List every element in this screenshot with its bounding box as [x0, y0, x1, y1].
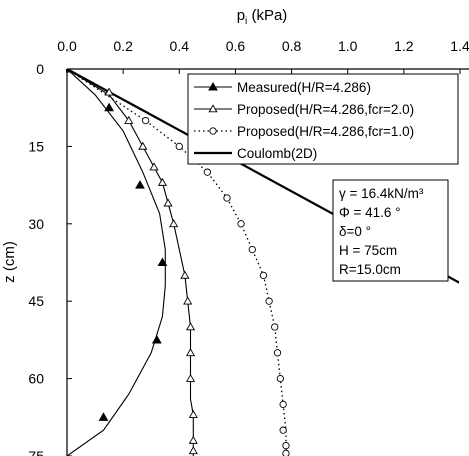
- y-axis-title: z (cm): [1, 241, 18, 283]
- legend-label: Proposed(H/R=4.286,fcr=1.0): [237, 124, 414, 139]
- y-tick-label: 60: [28, 371, 44, 387]
- parameter-box: γ = 16.4kN/m³ Φ = 41.6 ° δ=0 ° H = 75cm R=15…: [332, 179, 449, 282]
- legend-box: [187, 73, 459, 165]
- x-tick-label: 1.4: [450, 38, 469, 54]
- data-point: [248, 245, 256, 254]
- data-point: [279, 426, 287, 434]
- series-group: [66, 69, 459, 456]
- data-point: [180, 270, 190, 279]
- data-point: [208, 104, 218, 113]
- data-point: [138, 141, 148, 150]
- x-tick-label: 1.0: [338, 38, 358, 54]
- data-point: [185, 322, 196, 331]
- parameter-box-frame: [332, 179, 449, 282]
- data-point: [183, 296, 193, 305]
- data-point: [151, 334, 162, 344]
- legend-label: Coulomb(2D): [237, 146, 317, 161]
- series-line: [66, 69, 166, 456]
- data-point: [282, 449, 290, 456]
- x-tick-label: 0.0: [57, 38, 77, 54]
- data-point: [282, 442, 290, 450]
- legend: Measured(H/R=4.286) Proposed(H/R=4.286,fc…: [187, 73, 459, 165]
- series-0: [66, 69, 168, 456]
- series-line: [66, 69, 194, 456]
- data-point: [188, 446, 198, 455]
- data-point: [104, 102, 114, 112]
- series-1: [66, 69, 198, 456]
- data-point: [265, 297, 273, 305]
- axes: 0.0 0.2 0.4 0.6 0.8 1.0 1.2 1.4 0 15 30 45 60 75 pi (k…: [1, 7, 469, 456]
- x-tick-label: 0.2: [113, 38, 133, 54]
- data-point: [185, 348, 196, 357]
- x-tick-label: 0.6: [226, 38, 246, 54]
- parameter-text: Φ = 41.6 °: [339, 205, 401, 220]
- y-tick-label: 45: [28, 293, 44, 309]
- data-point: [169, 219, 179, 228]
- data-point: [208, 81, 218, 91]
- data-point: [276, 374, 284, 383]
- data-point: [185, 373, 196, 382]
- x-tick-label: 0.8: [282, 38, 302, 54]
- data-point: [279, 400, 287, 409]
- data-point: [149, 162, 159, 171]
- origin-point: [66, 69, 70, 72]
- parameter-text: H = 75cm: [339, 243, 397, 258]
- x-tick-label: 1.2: [394, 38, 414, 54]
- data-point: [237, 220, 245, 228]
- data-point: [135, 180, 145, 189]
- data-point: [273, 349, 282, 357]
- data-point: [209, 127, 217, 135]
- data-point: [188, 435, 198, 444]
- parameter-text: γ = 16.4kN/m³: [339, 186, 424, 201]
- data-point: [98, 412, 109, 421]
- x-tick-label: 0.4: [170, 38, 190, 54]
- data-point: [203, 168, 212, 176]
- legend-label: Measured(H/R=4.286): [237, 80, 371, 95]
- data-point: [157, 177, 168, 186]
- data-point: [271, 323, 279, 331]
- data-point: [104, 87, 114, 96]
- data-point: [175, 142, 183, 151]
- parameter-text: δ=0 °: [339, 224, 371, 239]
- y-tick-label: 30: [28, 216, 44, 232]
- y-tick-label: 75: [28, 448, 44, 456]
- parameter-text: R=15.0cm: [339, 262, 401, 277]
- data-point: [157, 257, 168, 267]
- data-point: [223, 194, 231, 202]
- data-point: [188, 410, 198, 419]
- legend-label: Proposed(H/R=4.286,fcr=2.0): [237, 102, 414, 117]
- y-tick-label: 15: [28, 138, 44, 154]
- data-point: [141, 116, 150, 125]
- data-point: [259, 271, 268, 280]
- data-point: [124, 115, 134, 124]
- x-axis-title: pi (kPa): [237, 7, 288, 27]
- y-tick-label: 0: [36, 61, 44, 77]
- data-point: [163, 198, 173, 207]
